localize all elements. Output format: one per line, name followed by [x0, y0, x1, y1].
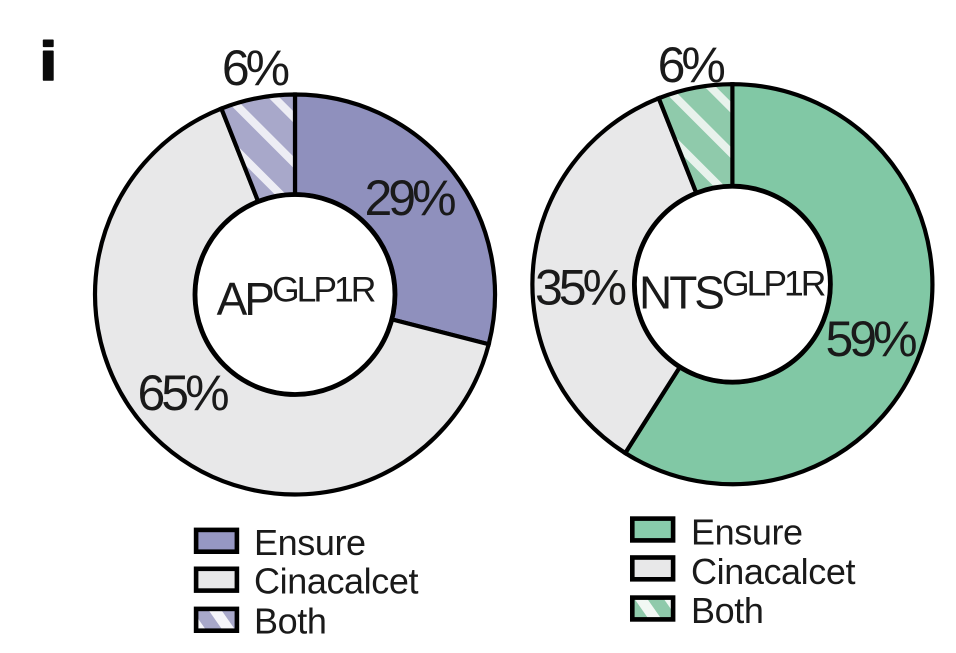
svg-text:Ensure: Ensure — [691, 512, 803, 553]
svg-text:NTSGLP1R: NTSGLP1R — [639, 264, 825, 319]
svg-text:6%: 6% — [222, 40, 289, 96]
svg-text:65%: 65% — [137, 365, 228, 421]
svg-text:6%: 6% — [658, 37, 725, 93]
svg-text:Cinacalcet: Cinacalcet — [254, 561, 418, 602]
svg-text:APGLP1R: APGLP1R — [217, 270, 375, 326]
svg-text:29%: 29% — [364, 170, 455, 226]
svg-text:Both: Both — [691, 590, 763, 631]
svg-text:35%: 35% — [535, 260, 626, 316]
svg-text:59%: 59% — [825, 311, 916, 367]
svg-text:Ensure: Ensure — [254, 522, 366, 563]
svg-text:Both: Both — [254, 601, 326, 642]
svg-text:Cinacalcet: Cinacalcet — [691, 551, 855, 592]
